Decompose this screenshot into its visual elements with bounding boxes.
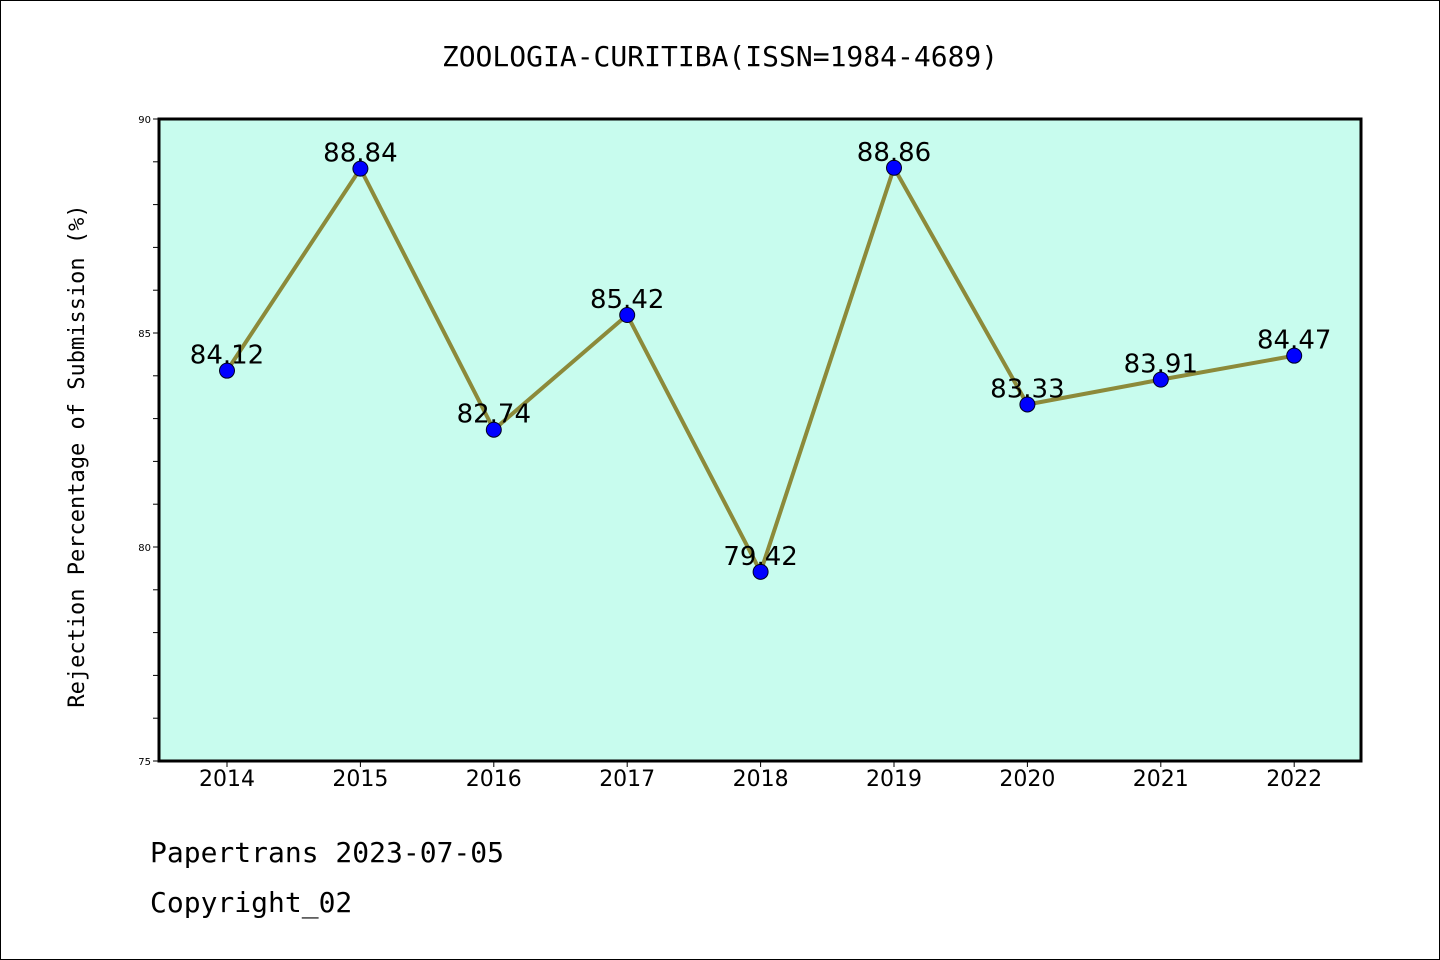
y-tick-label: 80 (138, 543, 151, 554)
data-point (485, 421, 502, 438)
data-point (219, 362, 235, 379)
x-tick-label: 2021 (1133, 767, 1189, 792)
data-point (1286, 347, 1303, 364)
y-axis: 75 80 85 90 (138, 115, 159, 768)
y-tick-label: 90 (138, 115, 151, 126)
x-tick-label: 2022 (1266, 767, 1322, 792)
data-label: 84.47 (1257, 326, 1331, 356)
y-axis-label: Rejection Percentage of Submission (%) (65, 204, 90, 707)
data-label: 83.33 (990, 374, 1064, 404)
x-tick-label: 2014 (199, 767, 255, 792)
footer-date: Papertrans 2023-07-05 (150, 836, 505, 869)
x-tick-label: 2019 (866, 767, 922, 792)
data-label: 85.42 (590, 285, 664, 315)
y-tick-label: 75 (138, 757, 151, 768)
data-point (619, 307, 636, 324)
data-label: 84.12 (190, 341, 264, 371)
x-tick-label: 2015 (332, 767, 388, 792)
chart-title: ZOOLOGIA-CURITIBA(ISSN=1984-4689) (442, 40, 998, 73)
series-group: 84.12 88.84 82.74 85.42 79.42 88.86 83.33 83.91… (190, 138, 1331, 580)
y-tick-label: 85 (138, 329, 151, 340)
x-axis: 2014 2015 2016 2017 2018 2019 2020 2021 2022 (199, 761, 1322, 792)
plot-area (159, 119, 1361, 761)
data-label: 88.86 (857, 138, 931, 168)
footer-copyright: Copyright_02 (150, 886, 353, 919)
plot-border (157, 117, 1363, 763)
data-point (1152, 371, 1169, 388)
data-label: 88.84 (323, 139, 397, 169)
data-point (352, 160, 369, 177)
x-tick-label: 2017 (599, 767, 655, 792)
x-tick-label: 2016 (466, 767, 522, 792)
data-label: 79.42 (723, 542, 797, 572)
x-tick-label: 2020 (999, 767, 1055, 792)
data-point (1019, 396, 1036, 413)
x-tick-label: 2018 (733, 767, 789, 792)
data-point (752, 563, 769, 580)
data-label: 82.74 (457, 400, 531, 430)
data-label: 83.91 (1124, 350, 1198, 380)
data-point (886, 159, 902, 176)
